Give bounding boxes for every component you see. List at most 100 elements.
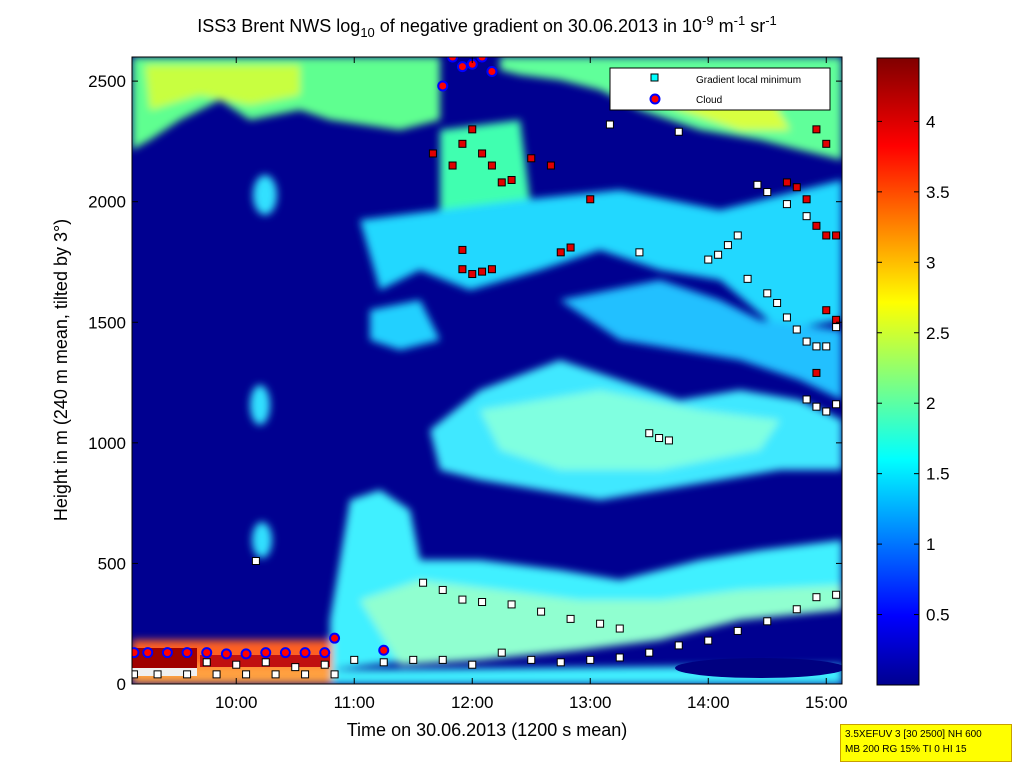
legend-square-marker xyxy=(650,73,659,82)
cloud-gradient-marker xyxy=(468,270,477,279)
cloud-gradient-marker xyxy=(822,231,831,240)
gradient-minimum-marker xyxy=(132,670,138,679)
cloud-gradient-marker xyxy=(556,248,565,257)
gradient-minimum-marker xyxy=(478,598,487,607)
x-tick-label: 11:00 xyxy=(334,693,375,712)
cloud-gradient-marker xyxy=(428,149,437,158)
x-tick-label: 14:00 xyxy=(687,693,730,712)
cloud-marker xyxy=(456,61,468,73)
gradient-minimum-marker xyxy=(832,323,841,332)
gradient-minimum-marker xyxy=(596,619,605,628)
cloud-gradient-marker xyxy=(487,265,496,274)
gradient-minimum-marker xyxy=(202,658,211,667)
gradient-minimum-marker xyxy=(763,289,772,298)
legend-entry-gradient: Gradient local minimum xyxy=(696,75,801,86)
colorbar-tick-label: 1 xyxy=(926,535,935,554)
colorbar-tick-label: 0.5 xyxy=(926,606,950,625)
cloud-gradient-marker xyxy=(478,267,487,276)
gradient-minimum-marker xyxy=(507,600,516,609)
gradient-minimum-marker xyxy=(645,429,654,438)
gradient-minimum-marker xyxy=(330,670,339,679)
y-tick-label: 0 xyxy=(117,675,126,694)
cloud-gradient-marker xyxy=(822,306,831,315)
gradient-minimum-marker xyxy=(733,626,742,635)
gradient-minimum-marker xyxy=(232,660,241,669)
gradient-minimum-marker xyxy=(605,120,614,129)
cloud-marker xyxy=(319,647,331,659)
cloud-marker xyxy=(299,647,311,659)
gradient-minimum-marker xyxy=(566,614,575,623)
y-tick-label: 1500 xyxy=(88,313,126,332)
cloud-gradient-marker xyxy=(478,149,487,158)
cloud-gradient-marker xyxy=(812,221,821,230)
gradient-minimum-marker xyxy=(812,402,821,411)
cloud-marker xyxy=(181,647,193,659)
cloud-gradient-marker xyxy=(822,139,831,148)
colorbar-tick-label: 3 xyxy=(926,253,935,272)
cloud-gradient-marker xyxy=(468,125,477,134)
gradient-minimum-marker xyxy=(615,624,624,633)
gradient-minimum-marker xyxy=(458,595,467,604)
cloud-gradient-marker xyxy=(487,161,496,170)
gradient-minimum-marker xyxy=(733,231,742,240)
gradient-minimum-marker xyxy=(782,200,791,209)
chart-title: ISS3 Brent NWS log10 of negative gradien… xyxy=(197,13,777,40)
y-tick-label: 500 xyxy=(98,554,126,573)
cloud-marker xyxy=(240,648,252,660)
gradient-minimum-marker xyxy=(537,607,546,616)
gradient-minimum-marker xyxy=(183,670,192,679)
legend-circle-marker xyxy=(649,93,661,105)
gradient-minimum-marker xyxy=(212,670,221,679)
cloud-gradient-marker xyxy=(458,265,467,274)
gradient-minimum-marker xyxy=(802,395,811,404)
y-tick-label: 2500 xyxy=(88,72,126,91)
cloud-gradient-marker xyxy=(812,368,821,377)
cloud-marker xyxy=(161,647,173,659)
x-tick-label: 15:00 xyxy=(805,693,848,712)
gradient-minimum-marker xyxy=(438,655,447,664)
gradient-minimum-marker xyxy=(527,655,536,664)
cloud-gradient-marker xyxy=(507,175,516,184)
cloud-gradient-marker xyxy=(527,154,536,163)
gradient-minimum-marker xyxy=(438,585,447,594)
gradient-minimum-marker xyxy=(497,648,506,657)
colorbar-tick-label: 2.5 xyxy=(926,324,950,343)
gradient-minimum-marker xyxy=(782,313,791,322)
info-box: 3.5XEFUV 3 [30 2500] NH 600 MB 200 RG 15… xyxy=(840,724,1012,762)
cloud-marker xyxy=(260,647,272,659)
plot-frame xyxy=(131,56,843,685)
cloud-marker xyxy=(378,644,390,656)
gradient-minimum-marker xyxy=(664,436,673,445)
colorbar-tick-label: 3.5 xyxy=(926,183,950,202)
gradient-minimum-marker xyxy=(792,325,801,334)
cloud-gradient-marker xyxy=(832,231,841,240)
cloud-gradient-marker xyxy=(546,161,555,170)
cloud-marker xyxy=(279,647,291,659)
cloud-marker xyxy=(220,648,232,660)
gradient-minimum-marker xyxy=(350,655,359,664)
gradient-minimum-marker xyxy=(832,400,841,409)
gradient-minimum-marker xyxy=(615,653,624,662)
x-tick-label: 13:00 xyxy=(569,693,612,712)
gradient-minimum-marker xyxy=(251,557,260,566)
gradient-minimum-marker xyxy=(743,274,752,283)
x-tick-label: 12:00 xyxy=(451,693,494,712)
gradient-minimum-marker xyxy=(714,250,723,259)
gradient-minimum-marker xyxy=(822,407,831,416)
cloud-marker xyxy=(437,80,449,92)
cloud-marker xyxy=(132,647,140,659)
gradient-minimum-marker xyxy=(674,127,683,136)
gradient-minimum-marker xyxy=(261,658,270,667)
info-line-1: 3.5XEFUV 3 [30 2500] NH 600 xyxy=(845,729,982,740)
x-axis-label: Time on 30.06.2013 (1200 s mean) xyxy=(347,720,628,740)
gradient-minimum-marker xyxy=(753,180,762,189)
gradient-minimum-marker xyxy=(320,660,329,669)
colorbar-tick-label: 1.5 xyxy=(926,465,950,484)
cloud-gradient-marker xyxy=(832,315,841,324)
gradient-minimum-marker xyxy=(723,241,732,250)
gradient-minimum-marker xyxy=(822,342,831,351)
gradient-minimum-marker xyxy=(812,593,821,602)
gradient-minimum-marker xyxy=(635,248,644,257)
cloud-gradient-marker xyxy=(458,139,467,148)
